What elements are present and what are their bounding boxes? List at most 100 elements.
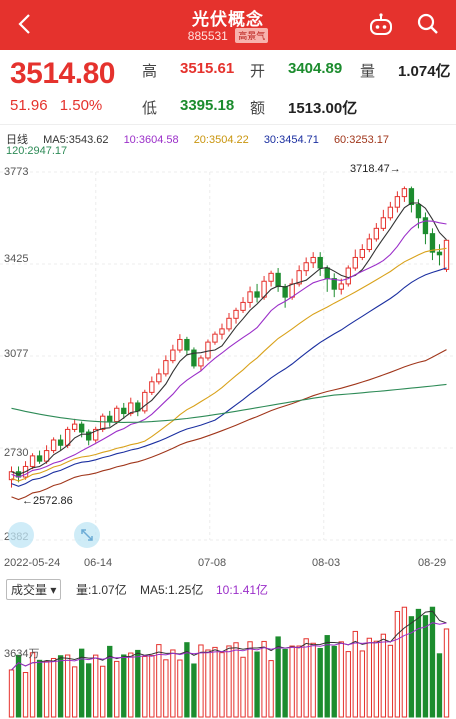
volume-bar — [36, 659, 43, 718]
low-label: 低 — [142, 100, 158, 117]
volume-qty: 量:1.07亿 — [76, 583, 127, 597]
candle — [338, 283, 344, 290]
volume-bar — [380, 633, 387, 718]
candle — [401, 188, 408, 198]
back-icon[interactable] — [14, 12, 38, 36]
volume-bar — [366, 637, 372, 718]
volume-ma10-line — [11, 622, 447, 671]
search-icon[interactable] — [416, 12, 440, 36]
volume-bar — [422, 615, 429, 718]
volume-bar — [324, 635, 330, 718]
volume-bar — [71, 666, 78, 718]
divider — [0, 124, 456, 125]
expand-icon[interactable] — [74, 522, 100, 548]
volume-ma5: MA5:1.25亿 — [140, 583, 204, 597]
change-percent: 1.50% — [59, 97, 103, 114]
volume-bar — [436, 653, 443, 718]
candle — [57, 439, 64, 446]
volume-bar — [29, 652, 36, 718]
volume-bar — [303, 638, 309, 718]
robot-icon[interactable] — [368, 12, 394, 38]
y-tick-3: 3077 — [4, 348, 29, 360]
volume-bar — [268, 660, 274, 718]
volume-bar — [247, 641, 253, 718]
volume-bar — [373, 640, 380, 718]
price-change: 51.96 1.50% — [10, 97, 110, 114]
amount-value: 1513.00亿 — [288, 100, 358, 117]
indicator-selector[interactable]: 成交量 ▾ — [6, 579, 62, 600]
candle — [408, 188, 415, 206]
candle — [86, 431, 92, 441]
candle — [163, 360, 169, 375]
candle — [443, 239, 450, 270]
volume-bar — [114, 660, 120, 718]
candle — [275, 272, 281, 288]
volume-bar — [135, 649, 141, 718]
status-badge[interactable]: 高景气 — [235, 28, 269, 44]
ma60-value: 60:3253.17 — [333, 134, 389, 146]
volume-ma10: 10:1.41亿 — [216, 583, 269, 597]
high-label: 高 — [142, 63, 158, 80]
candle — [71, 423, 78, 430]
candlestick-chart[interactable] — [0, 160, 456, 560]
volume-bar — [191, 663, 197, 718]
open-value: 3404.89 — [288, 60, 343, 77]
candle — [268, 272, 274, 282]
volume-bar — [128, 652, 134, 718]
ma10-value: 10:3604.58 — [123, 134, 179, 146]
candle — [198, 357, 204, 367]
volume-bar — [198, 644, 204, 718]
volume-bar — [429, 606, 436, 718]
low-value: 3395.18 — [180, 97, 235, 114]
candle — [78, 423, 85, 433]
date-end: 08-29 — [418, 557, 447, 569]
volume-bar — [86, 663, 92, 718]
open-label: 开 — [250, 63, 266, 80]
candle — [114, 407, 120, 422]
candle — [107, 415, 113, 422]
ma120-line — [11, 383, 447, 423]
volume-bar — [394, 610, 401, 718]
volume-bar — [338, 641, 344, 718]
volume-bar — [142, 656, 148, 718]
volume-bar — [317, 647, 323, 718]
candle — [170, 349, 176, 362]
candle — [310, 256, 316, 264]
ma-legend[interactable]: 日线 MA5:3543.62 10:3604.58 20:3504.22 30:… — [6, 131, 401, 147]
volume-bar — [57, 655, 64, 718]
candle — [324, 267, 330, 280]
candle — [93, 428, 99, 441]
candle — [50, 439, 57, 452]
volume-bar — [443, 628, 450, 718]
date-2: 06-14 — [84, 557, 113, 569]
y-tick-4: 2730 — [4, 447, 29, 459]
volume-bar — [226, 645, 232, 718]
candle — [177, 338, 183, 351]
volume-bar — [100, 665, 106, 718]
candle — [219, 328, 225, 335]
volume-bar — [275, 636, 281, 718]
candle — [29, 455, 36, 467]
ma-legend-row2: 120:2947.17 — [6, 145, 79, 157]
ma20-value: 20:3504.22 — [193, 134, 249, 146]
candle — [226, 317, 232, 330]
candle — [387, 206, 394, 219]
volume-legend: 成交量 ▾ 量:1.07亿 MA5:1.25亿 10:1.41亿 — [0, 578, 456, 600]
candle — [415, 204, 422, 219]
volume-bar — [415, 608, 422, 718]
period-label[interactable]: 日线 — [6, 134, 28, 146]
volume-bar — [8, 669, 15, 718]
candle — [366, 238, 372, 251]
volume-bar — [401, 606, 408, 718]
top-bar: 光伏概念 885531 高景气 — [0, 0, 456, 50]
zoom-out-button[interactable] — [8, 522, 34, 548]
candle — [247, 291, 253, 303]
candle — [394, 196, 401, 208]
candle — [373, 227, 380, 240]
stock-code: 885531 — [187, 28, 228, 43]
y-tick-2: 3425 — [4, 253, 29, 265]
volume-chart[interactable] — [0, 600, 456, 719]
candle — [352, 256, 358, 269]
min-annotation: ←2572.86 — [22, 495, 73, 507]
candle — [128, 402, 134, 415]
